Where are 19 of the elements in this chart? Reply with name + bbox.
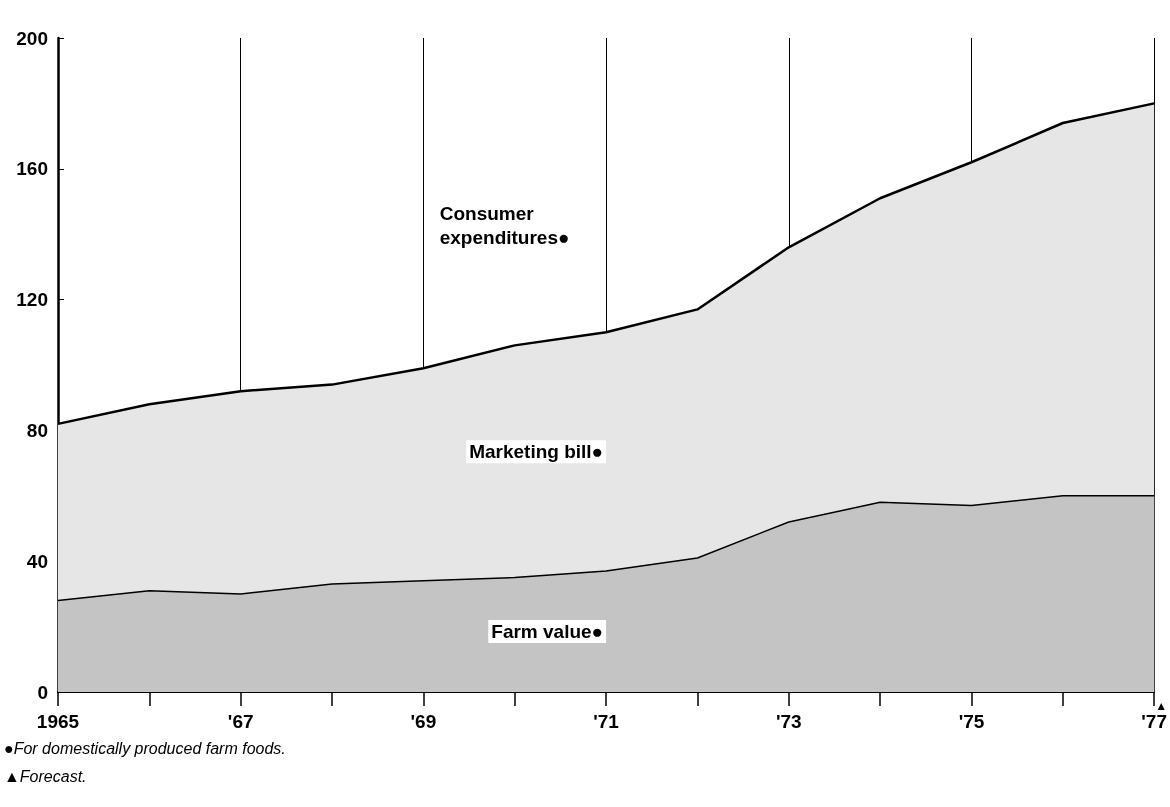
text: ▲ <box>1155 699 1168 713</box>
series-label: Farm value● <box>491 621 604 643</box>
y-tick-label: 120 <box>16 289 48 311</box>
x-tick-label: '67 <box>227 711 254 732</box>
series-label: Marketing bill● <box>469 441 604 463</box>
text: ●For domestically produced farm foods. <box>4 739 286 757</box>
y-tick-label: 0 <box>37 681 48 703</box>
x-tick-label: '71 <box>593 711 620 732</box>
y-tick-label: 160 <box>16 158 48 180</box>
annotation: Consumer expenditures● <box>439 203 570 249</box>
y-tick-label: 40 <box>26 550 48 572</box>
x-tick-label: '77 <box>1141 711 1167 732</box>
y-tick-label: 200 <box>16 27 48 49</box>
x-tick-label: '73 <box>775 711 802 732</box>
x-tick-label: '69 <box>410 711 437 732</box>
x-tick-label: 1965 <box>36 711 80 732</box>
y-tick-label: 80 <box>26 419 48 441</box>
text: ▲Forecast. <box>4 767 87 785</box>
x-tick-label: '75 <box>958 711 985 732</box>
